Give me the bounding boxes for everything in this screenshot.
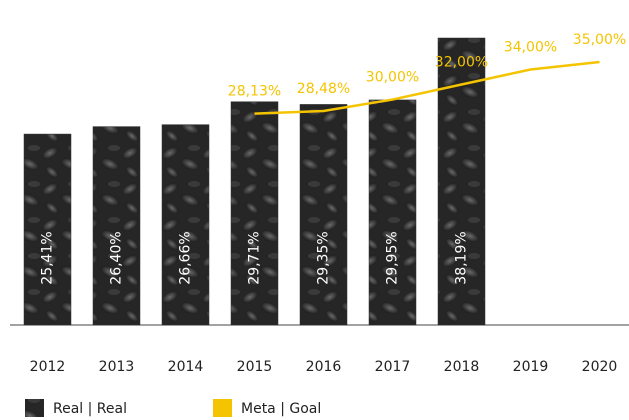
- line-value-label: 30,00%: [366, 70, 419, 86]
- x-tick-label: 2016: [306, 359, 342, 375]
- line-value-label: 34,00%: [504, 39, 557, 55]
- legend-label: Meta | Goal: [241, 401, 321, 417]
- bar-value-label: 26,66%: [178, 231, 194, 284]
- x-tick-label: 2014: [168, 359, 204, 375]
- bar-value-label: 25,41%: [40, 231, 56, 284]
- bar: [300, 104, 347, 325]
- bar: [231, 102, 278, 325]
- bar-value-label: 29,95%: [385, 231, 401, 284]
- x-tick-label: 2015: [237, 359, 273, 375]
- x-tick-label: 2017: [375, 359, 411, 375]
- line-value-label: 28,48%: [297, 81, 350, 97]
- x-tick-label: 2019: [513, 359, 549, 375]
- legend-swatch: [213, 399, 232, 417]
- line-value-label: 32,00%: [435, 55, 488, 71]
- legend-swatch: [25, 399, 44, 417]
- bar-value-label: 29,35%: [316, 231, 332, 284]
- legend-label: Real | Real: [53, 401, 127, 417]
- x-tick-label: 2012: [30, 359, 66, 375]
- line-value-label: 28,13%: [228, 84, 281, 100]
- chart: 2012 2013 2014 2015 2016 2017 2018 2019 2020 25,4…: [0, 0, 629, 420]
- bar-value-label: 29,71%: [247, 231, 263, 284]
- bar: [93, 127, 140, 325]
- line-value-label: 35,00%: [573, 32, 626, 48]
- bar: [24, 134, 71, 325]
- x-tick-label: 2013: [99, 359, 135, 375]
- bar: [369, 100, 416, 325]
- bar-value-label: 38,19%: [454, 231, 470, 284]
- x-tick-label: 2018: [444, 359, 480, 375]
- x-tick-label: 2020: [582, 359, 618, 375]
- bar: [162, 125, 209, 325]
- bar-value-label: 26,40%: [109, 231, 125, 284]
